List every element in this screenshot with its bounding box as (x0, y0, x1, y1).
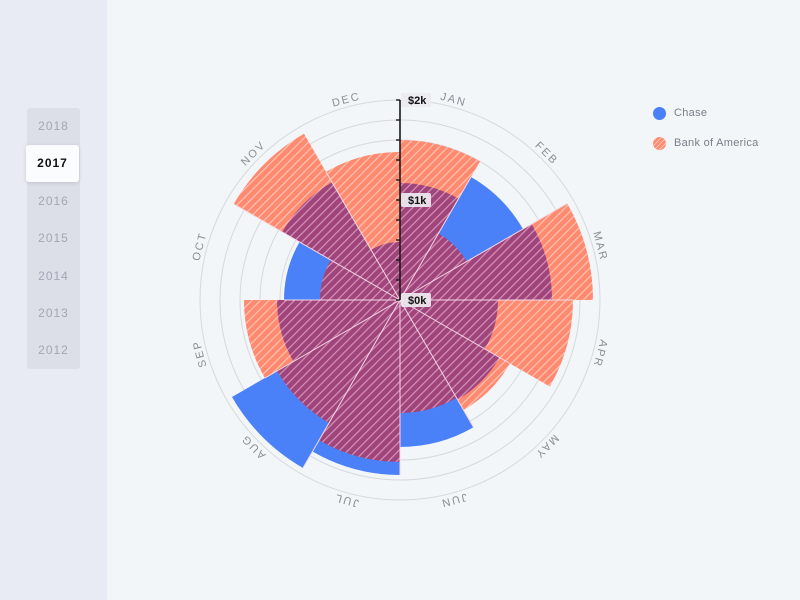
wedge-may[interactable] (399, 299, 511, 410)
wedge-dec[interactable] (325, 152, 401, 301)
month-label-dec: DEC (331, 90, 362, 109)
year-option-2016[interactable]: 2016 (38, 193, 69, 208)
month-label-sep: SEP (191, 338, 210, 368)
wedges (231, 133, 593, 475)
wedge-divider (233, 203, 401, 301)
overlap-wedge[interactable] (400, 300, 457, 413)
month-label-oct: OCT (190, 231, 209, 262)
overlap-wedge[interactable] (277, 300, 400, 362)
overlap-wedge[interactable] (320, 260, 400, 300)
radial-axis: $0k $1k $2k (396, 93, 431, 307)
axis-label: $2k (408, 95, 427, 107)
year-option-2017[interactable]: 2017 (26, 145, 79, 183)
legend-label: Chase (674, 107, 708, 119)
legend: Chase Bank of America (653, 104, 759, 164)
overlap-wedge[interactable] (400, 183, 459, 300)
axis-label: $0k (408, 295, 427, 307)
legend-item-chase[interactable]: Chase (653, 104, 759, 122)
chase-swatch-icon (653, 106, 666, 120)
wedge-aug[interactable] (231, 299, 401, 469)
wedge-jul[interactable] (312, 300, 401, 475)
wedge-sep[interactable] (244, 299, 401, 379)
wedge-divider (399, 299, 474, 428)
overlap-wedge[interactable] (371, 242, 400, 300)
wedge-divider (399, 299, 511, 364)
legend-item-bank-of-america[interactable]: Bank of America (653, 134, 759, 152)
wedge-divider (302, 299, 401, 469)
wedge-divider (325, 171, 401, 301)
overlap-wedge[interactable] (277, 300, 400, 423)
axis-label-bg (401, 293, 431, 307)
month-label-jan: JAN (439, 91, 468, 110)
wedge-divider (399, 176, 472, 301)
axis-label-bg (401, 193, 431, 207)
month-label-jun: JUN (439, 491, 469, 510)
year-selector: 2018 2017 2016 2015 2014 2013 2012 (26, 108, 80, 369)
year-option-2013[interactable]: 2013 (38, 306, 69, 320)
wedge-mar[interactable] (399, 203, 593, 301)
bofa-hatched-swatch-icon (653, 136, 666, 150)
legend-label: Bank of America (674, 137, 759, 149)
overlap-wedge[interactable] (400, 224, 552, 300)
month-label-apr: APR (590, 338, 609, 369)
wedge-divider (399, 203, 568, 301)
year-option-2015[interactable]: 2015 (38, 231, 69, 246)
wedge-divider (264, 299, 401, 379)
overlap-wedge[interactable] (319, 300, 400, 462)
wedge-nov[interactable] (233, 133, 401, 301)
wedge-feb[interactable] (399, 176, 523, 301)
axis-label-bg (401, 93, 431, 107)
year-option-2014[interactable]: 2014 (38, 268, 69, 283)
overlap-wedge[interactable] (282, 182, 400, 300)
overlap-wedge[interactable] (400, 300, 500, 400)
axis-label: $1k (408, 195, 427, 207)
month-label-jul: JUL (333, 491, 361, 509)
sidebar: 2018 2017 2016 2015 2014 2013 2012 (0, 0, 107, 600)
overlap-wedge[interactable] (400, 233, 467, 300)
wedge-oct[interactable] (284, 242, 400, 301)
year-option-2018[interactable]: 2018 (38, 119, 69, 133)
overlap-wedge[interactable] (400, 300, 498, 349)
year-option-2012[interactable]: 2012 (38, 343, 69, 358)
wedge-apr[interactable] (400, 299, 573, 387)
wedge-jun[interactable] (399, 299, 474, 447)
